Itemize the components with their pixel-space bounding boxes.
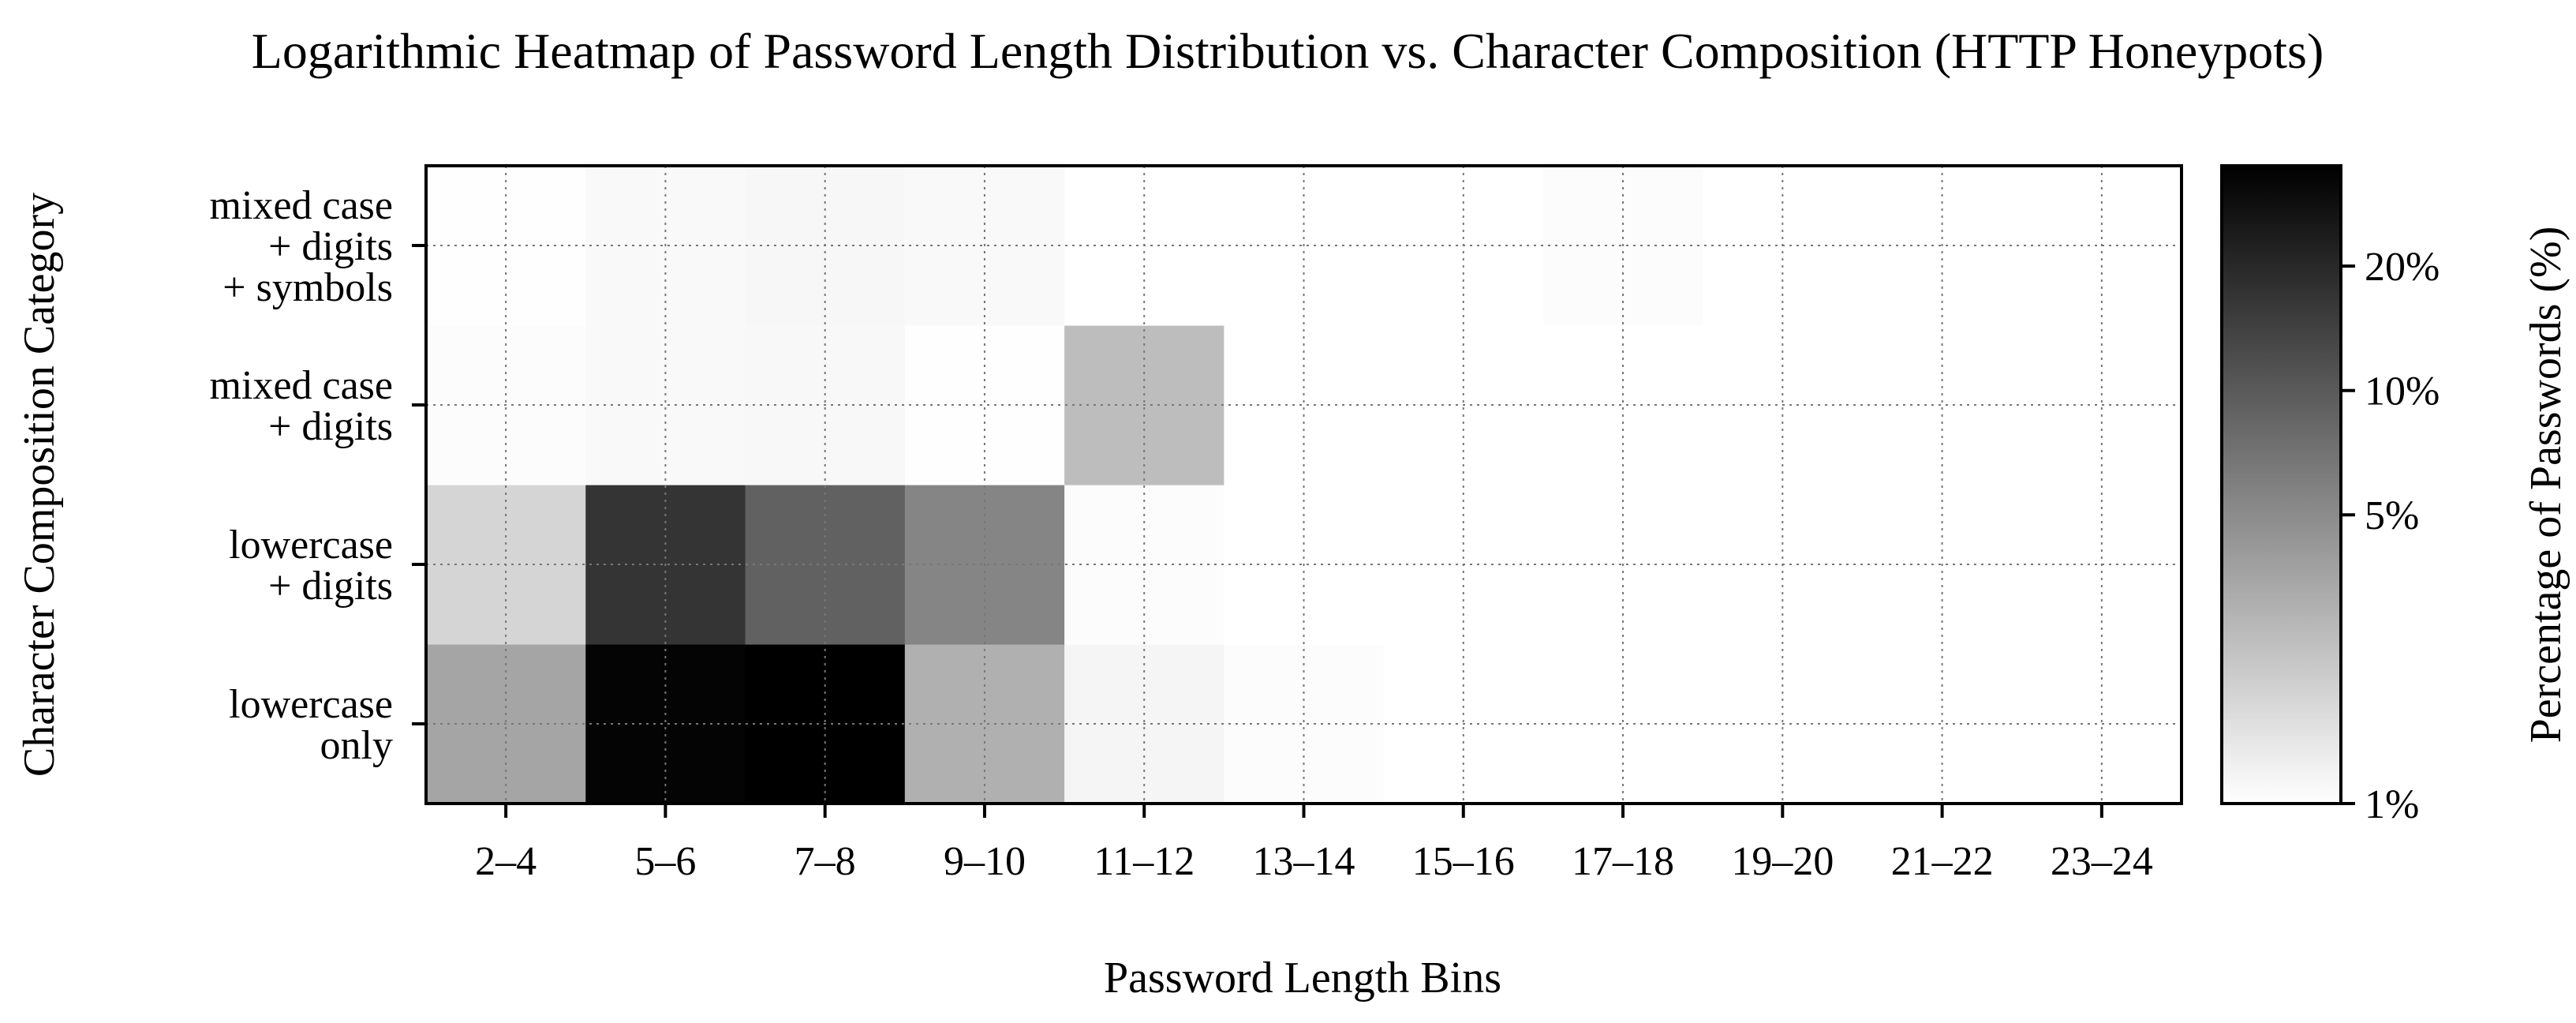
y-tick-label: + digits [268, 404, 393, 449]
heatmap-cell [585, 644, 746, 804]
heatmap-cell [1862, 644, 2023, 804]
x-tick-label: 21–22 [1891, 839, 1994, 884]
y-tick-label: mixed case [210, 363, 393, 408]
y-tick-label: lowercase [229, 682, 393, 727]
x-tick-label: 15–16 [1412, 839, 1515, 884]
colorbar-ticks: 1% 5% 10% 20% [2341, 245, 2440, 827]
x-axis-label: Password Length Bins [1104, 954, 1501, 1002]
colorbar-tick-label: 5% [2365, 493, 2419, 538]
x-tick-label: 19–20 [1731, 839, 1834, 884]
x-tick-label: 7–8 [794, 839, 856, 884]
x-tick-label: 9–10 [944, 839, 1026, 884]
colorbar-tick-label: 10% [2365, 369, 2440, 414]
heatmap-cells [426, 166, 2182, 804]
x-tick-label: 23–24 [2051, 839, 2153, 884]
y-tick-label: + symbols [222, 265, 393, 310]
colorbar-tick-label: 1% [2365, 782, 2419, 827]
x-tick-label: 11–12 [1094, 839, 1195, 884]
heatmap-cell [585, 325, 746, 485]
heatmap-cell [1542, 644, 1703, 804]
heatmap-cell [1862, 325, 2023, 485]
chart-title: Logarithmic Heatmap of Password Length D… [252, 23, 2324, 79]
heatmap-cell [1224, 644, 1385, 804]
x-axis-ticks: 2–4 5–6 7–8 9–10 11–12 13–14 15–16 17–18 19–20 21… [475, 804, 2153, 884]
heatmap-cell [904, 325, 1065, 485]
x-tick-label: 2–4 [475, 839, 537, 884]
y-tick-label: + digits [268, 564, 393, 609]
heatmap-cell [1542, 325, 1703, 485]
y-axis-label: Character Composition Category [15, 193, 64, 777]
y-tick-label: + digits [268, 224, 393, 269]
x-tick-label: 17–18 [1572, 839, 1674, 884]
colorbar-label: Percentage of Passwords (%) [2522, 227, 2570, 744]
heatmap-cell [904, 644, 1065, 804]
colorbar-tick-label: 20% [2365, 245, 2440, 290]
x-tick-label: 5–6 [634, 839, 696, 884]
y-tick-label: mixed case [210, 183, 393, 228]
x-tick-label: 13–14 [1253, 839, 1355, 884]
y-tick-label: only [320, 723, 393, 768]
heatmap-grid [426, 166, 2182, 804]
y-tick-label: lowercase [229, 523, 393, 568]
colorbar [2220, 164, 2342, 805]
heatmap-cell [1224, 325, 1385, 485]
